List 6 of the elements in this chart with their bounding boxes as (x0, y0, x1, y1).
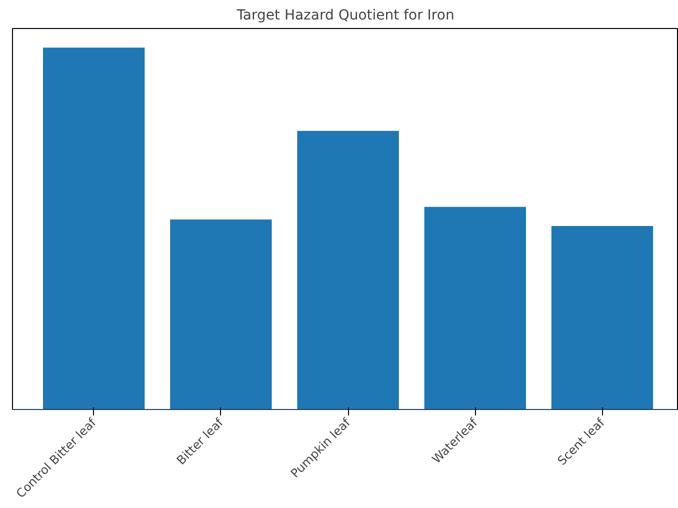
bar (424, 206, 526, 410)
bar (297, 130, 399, 410)
chart-title: Target Hazard Quotient for Iron (236, 8, 454, 24)
bar (170, 220, 272, 410)
bar (43, 48, 145, 410)
bar (551, 226, 654, 410)
